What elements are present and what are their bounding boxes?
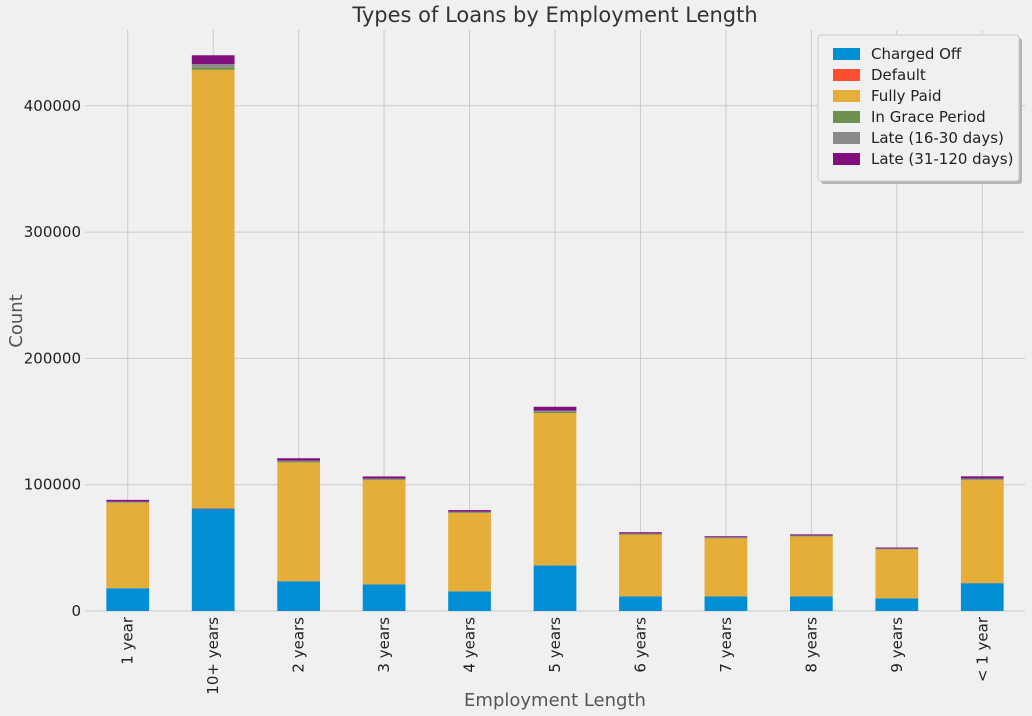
- bar-segment: [790, 596, 833, 611]
- bar-segment: [790, 534, 833, 536]
- bar-segment: [191, 55, 235, 65]
- legend-swatch: [833, 111, 860, 123]
- legend: Charged Off Default Fully Paid In Grace Per…: [817, 34, 1022, 184]
- legend-label: In Grace Period: [871, 108, 986, 126]
- legend-label: Default: [871, 66, 926, 84]
- bar-segment: [277, 458, 320, 461]
- bar-segment: [362, 480, 406, 585]
- bar-segment: [362, 479, 406, 481]
- bar-segment: [704, 536, 748, 538]
- y-tick-label: 0: [71, 602, 81, 620]
- y-tick-labels: 0 100000 200000 300000 400000: [24, 97, 81, 620]
- bar-segment: [619, 596, 662, 611]
- bar-segment: [362, 478, 406, 480]
- y-tick-label: 200000: [24, 349, 81, 367]
- bar-segment: [960, 583, 1004, 611]
- bar-segment: [448, 510, 491, 512]
- bar-segment: [277, 462, 320, 582]
- legend-swatch: [833, 153, 860, 165]
- bar-segment: [619, 534, 662, 597]
- legend-items: Charged Off Default Fully Paid In Grace Per…: [833, 45, 1013, 168]
- bar-segment: [619, 532, 662, 534]
- x-axis-label: Employment Length: [464, 690, 646, 711]
- bar-segment: [875, 549, 919, 599]
- bar-segment: [533, 565, 577, 611]
- x-tick-label: < 1 year: [973, 616, 991, 682]
- bar-segment: [191, 508, 235, 611]
- legend-label: Fully Paid: [871, 87, 942, 105]
- chart-title: Types of Loans by Employment Length: [351, 3, 757, 27]
- x-tick-label: 9 years: [888, 617, 906, 673]
- bar-segment: [619, 533, 662, 534]
- bar-segment: [875, 547, 919, 549]
- legend-box: [817, 34, 1020, 182]
- bar-segment: [106, 501, 150, 503]
- x-tick-label: 5 years: [546, 617, 564, 673]
- y-tick-label: 300000: [24, 223, 81, 241]
- bar-segment: [106, 502, 150, 589]
- x-tick-label: 2 years: [290, 617, 308, 673]
- x-tick-label: 3 years: [375, 617, 393, 673]
- bar-segment: [277, 461, 320, 463]
- bar-segment: [533, 406, 577, 411]
- bar-segment: [960, 480, 1004, 584]
- x-tick-label: 7 years: [717, 617, 735, 673]
- bar-segment: [704, 538, 748, 597]
- legend-swatch: [833, 90, 860, 102]
- bar-segment: [362, 584, 406, 611]
- x-tick-label: 8 years: [802, 617, 820, 673]
- bar-segment: [704, 596, 748, 611]
- legend-swatch: [833, 48, 860, 60]
- x-tick-label: 4 years: [461, 617, 479, 673]
- bar-segment: [277, 581, 320, 611]
- bar-segment: [960, 478, 1004, 480]
- x-tick-label: 1 year: [119, 616, 137, 665]
- bar-segment: [448, 511, 491, 513]
- bar-segment: [875, 598, 919, 611]
- bar-segment: [448, 512, 491, 592]
- bar-segment: [790, 536, 833, 597]
- bar-segment: [533, 413, 577, 566]
- bar-segment: [533, 411, 577, 414]
- bar-segment: [191, 69, 235, 509]
- y-axis-label: Count: [6, 294, 27, 347]
- bar-segment: [362, 476, 406, 479]
- bars: [106, 55, 1004, 611]
- bar-segment: [106, 502, 150, 503]
- y-tick-label: 400000: [24, 97, 81, 115]
- bar-segment: [191, 508, 235, 509]
- bar-segment: [277, 460, 320, 462]
- legend-label: Late (31-120 days): [871, 150, 1013, 168]
- bar-segment: [533, 410, 577, 412]
- bar-segment: [106, 499, 150, 502]
- legend-label: Late (16-30 days): [871, 129, 1004, 147]
- x-tick-label: 10+ years: [204, 617, 222, 695]
- legend-swatch: [833, 132, 860, 144]
- x-tick-labels: 1 year 10+ years 2 years 3 years 4 years 5 ye…: [119, 616, 992, 695]
- bar-segment: [960, 476, 1004, 479]
- bar-segment: [960, 479, 1004, 481]
- legend-swatch: [833, 69, 860, 81]
- bar-segment: [448, 591, 491, 611]
- bar-segment: [191, 64, 235, 68]
- bar-segment: [106, 588, 150, 611]
- legend-label: Charged Off: [871, 45, 962, 63]
- bar-segment: [448, 512, 491, 513]
- y-tick-label: 100000: [24, 476, 81, 494]
- bar-segment: [619, 533, 662, 535]
- bar-segment: [191, 67, 235, 70]
- x-tick-label: 6 years: [631, 617, 649, 673]
